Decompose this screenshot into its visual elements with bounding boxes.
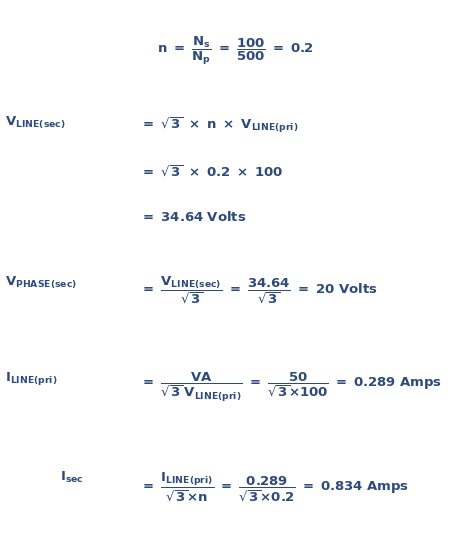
Text: $\mathbf{V_{PHASE(sec)}}$: $\mathbf{V_{PHASE(sec)}}$ [5, 275, 77, 291]
Text: $\mathbf{=\ \dfrac{V_{LINE(sec)}}{\sqrt{3}}\ =\ \dfrac{34.64}{\sqrt{3}}\ =\ 20\ : $\mathbf{=\ \dfrac{V_{LINE(sec)}}{\sqrt{… [140, 275, 378, 306]
Text: $\mathbf{n\ =\ \dfrac{N_s}{N_p}\ =\ \dfrac{100}{500}\ =\ 0.2}$: $\mathbf{n\ =\ \dfrac{N_s}{N_p}\ =\ \dfr… [157, 35, 314, 67]
Text: $\mathbf{=\ 34.64\ Volts}$: $\mathbf{=\ 34.64\ Volts}$ [140, 210, 246, 224]
Text: $\mathbf{=\ \dfrac{I_{LINE(pri)}}{\sqrt{3}{\times}n}\ =\ \dfrac{0.289}{\sqrt{3}{: $\mathbf{=\ \dfrac{I_{LINE(pri)}}{\sqrt{… [140, 470, 409, 503]
Text: $\mathbf{I_{sec}}$: $\mathbf{I_{sec}}$ [60, 470, 84, 485]
Text: $\mathbf{=\ \dfrac{VA}{\sqrt{3}\,V_{LINE(pri)}}\ =\ \dfrac{50}{\sqrt{3}{\times}1: $\mathbf{=\ \dfrac{VA}{\sqrt{3}\,V_{LINE… [140, 370, 442, 403]
Text: $\mathbf{=\ \sqrt{3}\ \times\ 0.2\ \times\ 100}$: $\mathbf{=\ \sqrt{3}\ \times\ 0.2\ \time… [140, 165, 283, 180]
Text: $\mathbf{V_{LINE(sec)}}$: $\mathbf{V_{LINE(sec)}}$ [5, 115, 66, 131]
Text: $\mathbf{I_{LINE(pri)}}$: $\mathbf{I_{LINE(pri)}}$ [5, 370, 58, 387]
Text: $\mathbf{=\ \sqrt{3}\ \times\ n\ \times\ V_{LINE(pri)}}$: $\mathbf{=\ \sqrt{3}\ \times\ n\ \times\… [140, 115, 299, 135]
